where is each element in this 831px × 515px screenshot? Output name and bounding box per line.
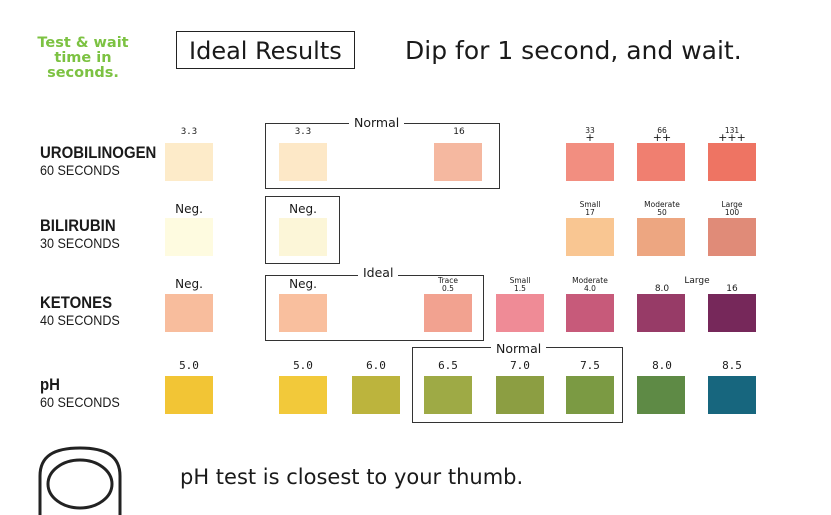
ket-label-7: 16 — [726, 284, 738, 294]
uro-label-5b: ++ — [652, 131, 672, 144]
bili-label-2: Neg. — [289, 202, 317, 216]
urobilinogen-normal-label: Normal — [349, 116, 405, 130]
ph-label-2: 5.0 — [293, 359, 313, 372]
bili-label-5b: 100 — [724, 208, 740, 217]
row-time: 60 SECONDS — [40, 162, 120, 178]
bili-swatch-2 — [279, 218, 327, 256]
bili-label-4b: 50 — [657, 208, 667, 217]
row-name: KETONES — [40, 293, 113, 312]
ph-swatch-7 — [637, 376, 685, 414]
row-time: 30 SECONDS — [40, 235, 120, 251]
ket-label-4b: 1.5 — [514, 284, 526, 293]
ph-swatch-1 — [165, 376, 213, 414]
row-name: pH — [40, 375, 60, 394]
uro-swatch-1 — [165, 143, 213, 181]
ph-swatch-4 — [424, 376, 472, 414]
bili-swatch-1 — [165, 218, 213, 256]
ph-label-8: 8.5 — [722, 359, 742, 372]
row-time: 60 SECONDS — [40, 394, 120, 410]
uro-label-1: 3.3 — [180, 127, 198, 137]
uro-swatch-5 — [637, 143, 685, 181]
ket-label-6: 8.0 — [654, 284, 670, 294]
bili-label-3b: 17 — [585, 208, 595, 217]
ket-swatch-5 — [566, 294, 614, 332]
uro-swatch-6 — [708, 143, 756, 181]
ket-label-large: Large — [684, 276, 710, 286]
ket-swatch-7 — [708, 294, 756, 332]
ph-label-4: 6.5 — [438, 359, 458, 372]
row-ketones: KETONES 40 SECONDS — [40, 293, 129, 328]
uro-label-6: 131 — [724, 126, 740, 135]
ket-swatch-6 — [637, 294, 685, 332]
uro-label-5: 66 — [657, 126, 667, 135]
ph-label-1: 5.0 — [179, 359, 199, 372]
thumb-icon — [38, 446, 122, 515]
bili-swatch-4 — [637, 218, 685, 256]
ph-swatch-8 — [708, 376, 756, 414]
uro-swatch-3 — [434, 143, 482, 181]
uro-label-4: 33 — [585, 126, 595, 135]
bili-label-4: Moderate — [644, 200, 680, 209]
ph-swatch-3 — [352, 376, 400, 414]
row-name: UROBILINOGEN — [40, 143, 157, 162]
ket-label-1: Neg. — [175, 277, 203, 291]
ph-normal-label: Normal — [491, 342, 547, 356]
ket-label-4: Small — [509, 276, 531, 285]
uro-label-2: 3.3 — [294, 127, 312, 137]
row-name: BILIRUBIN — [40, 216, 116, 235]
uro-swatch-4 — [566, 143, 614, 181]
bilirubin-ideal-box — [265, 196, 340, 264]
ket-label-3b: 0.5 — [442, 284, 454, 293]
uro-swatch-2 — [279, 143, 327, 181]
bili-swatch-3 — [566, 218, 614, 256]
ketones-ideal-label: Ideal — [358, 266, 399, 280]
ph-label-3: 6.0 — [366, 359, 386, 372]
ket-swatch-2 — [279, 294, 327, 332]
ket-swatch-4 — [496, 294, 544, 332]
bili-swatch-5 — [708, 218, 756, 256]
dip-instruction: Dip for 1 second, and wait. — [405, 36, 742, 65]
ideal-results-title: Ideal Results — [176, 31, 355, 69]
ph-swatch-5 — [496, 376, 544, 414]
ket-swatch-3 — [424, 294, 472, 332]
ket-label-3: Trace — [438, 276, 458, 285]
bili-label-3: Small — [579, 200, 601, 209]
row-bilirubin: BILIRUBIN 30 SECONDS — [40, 216, 129, 251]
test-wait-time-note: Test & wait time in seconds. — [37, 35, 129, 81]
ket-swatch-1 — [165, 294, 213, 332]
row-urobilinogen: UROBILINOGEN 60 SECONDS — [40, 143, 172, 178]
ph-label-6: 7.5 — [580, 359, 600, 372]
ph-label-7: 8.0 — [652, 359, 672, 372]
ket-label-5b: 4.0 — [584, 284, 596, 293]
row-time: 40 SECONDS — [40, 312, 120, 328]
uro-label-3: 16 — [453, 127, 465, 137]
ph-label-5: 7.0 — [510, 359, 530, 372]
bili-label-1: Neg. — [175, 202, 203, 216]
thumb-instruction: pH test is closest to your thumb. — [180, 465, 524, 489]
ph-swatch-2 — [279, 376, 327, 414]
uro-label-6b: +++ — [718, 131, 746, 144]
ket-label-5: Moderate — [572, 276, 608, 285]
uro-label-4b: + — [585, 131, 595, 144]
row-ph: pH 60 SECONDS — [40, 375, 129, 410]
ph-swatch-6 — [566, 376, 614, 414]
ket-label-2: Neg. — [289, 277, 317, 291]
bili-label-5: Large — [721, 200, 743, 209]
